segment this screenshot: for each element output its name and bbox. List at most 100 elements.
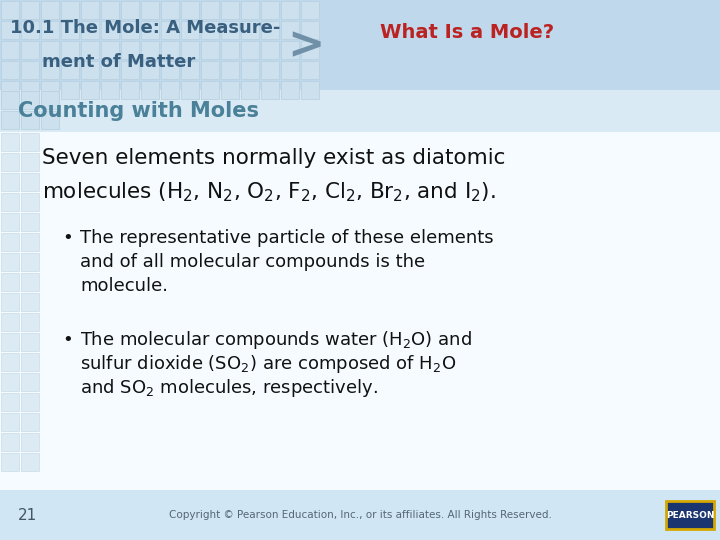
Bar xyxy=(201,41,219,59)
Bar xyxy=(21,293,39,311)
Text: The representative particle of these elements: The representative particle of these ele… xyxy=(80,229,494,247)
Bar xyxy=(21,433,39,451)
Bar xyxy=(181,61,199,79)
Bar xyxy=(21,111,39,129)
Bar xyxy=(301,61,319,79)
Bar xyxy=(261,41,279,59)
Bar xyxy=(0,0,720,90)
Bar xyxy=(1,453,19,471)
Bar xyxy=(221,81,239,99)
Bar xyxy=(61,81,79,99)
Bar xyxy=(21,153,39,171)
Bar xyxy=(1,41,19,59)
Bar xyxy=(261,1,279,19)
Bar xyxy=(21,453,39,471)
Bar xyxy=(21,253,39,271)
Bar xyxy=(41,21,59,39)
Bar xyxy=(161,41,179,59)
Bar xyxy=(81,81,99,99)
Bar xyxy=(61,41,79,59)
Bar xyxy=(241,81,259,99)
Bar xyxy=(1,213,19,231)
Bar xyxy=(81,41,99,59)
Bar xyxy=(21,273,39,291)
Bar xyxy=(241,21,259,39)
Bar xyxy=(1,61,19,79)
Bar xyxy=(0,132,720,490)
Bar xyxy=(81,61,99,79)
Bar xyxy=(1,373,19,391)
Bar xyxy=(101,1,119,19)
Bar xyxy=(21,413,39,431)
Bar xyxy=(201,81,219,99)
Text: and of all molecular compounds is the: and of all molecular compounds is the xyxy=(80,253,425,271)
Bar xyxy=(21,213,39,231)
Bar xyxy=(1,293,19,311)
Text: •: • xyxy=(62,331,73,349)
Bar xyxy=(181,41,199,59)
Bar xyxy=(301,21,319,39)
Bar xyxy=(1,273,19,291)
Bar xyxy=(61,1,79,19)
Bar xyxy=(41,111,59,129)
Text: What Is a Mole?: What Is a Mole? xyxy=(380,23,554,42)
Text: molecules ($\mathdefault{H_2}$, $\mathdefault{N_2}$, $\mathdefault{O_2}$, $\math: molecules ($\mathdefault{H_2}$, $\mathde… xyxy=(42,180,495,204)
Bar xyxy=(181,81,199,99)
Bar xyxy=(181,21,199,39)
Bar xyxy=(141,1,159,19)
Bar xyxy=(241,41,259,59)
Bar xyxy=(221,61,239,79)
Text: and $\mathdefault{SO_2}$ molecules, respectively.: and $\mathdefault{SO_2}$ molecules, resp… xyxy=(80,377,378,399)
Text: sulfur dioxide ($\mathdefault{SO_2}$) are composed of $\mathdefault{H_2}$O: sulfur dioxide ($\mathdefault{SO_2}$) ar… xyxy=(80,353,456,375)
Bar xyxy=(21,61,39,79)
Bar xyxy=(261,21,279,39)
Bar xyxy=(21,313,39,331)
Bar xyxy=(161,61,179,79)
Bar xyxy=(301,41,319,59)
Bar xyxy=(21,393,39,411)
Bar xyxy=(301,81,319,99)
Bar xyxy=(241,61,259,79)
Bar xyxy=(41,81,59,99)
Bar xyxy=(21,41,39,59)
Bar xyxy=(1,233,19,251)
Bar xyxy=(301,1,319,19)
Bar xyxy=(61,21,79,39)
Bar xyxy=(281,21,299,39)
Bar xyxy=(41,1,59,19)
Bar xyxy=(81,21,99,39)
Bar xyxy=(1,333,19,351)
Bar xyxy=(21,193,39,211)
Bar xyxy=(21,1,39,19)
Bar xyxy=(21,353,39,371)
Text: 21: 21 xyxy=(18,508,37,523)
Bar xyxy=(221,41,239,59)
Bar xyxy=(1,413,19,431)
Bar xyxy=(21,373,39,391)
Bar xyxy=(121,41,139,59)
Text: Counting with Moles: Counting with Moles xyxy=(18,101,259,121)
Bar xyxy=(21,91,39,109)
Text: Seven elements normally exist as diatomic: Seven elements normally exist as diatomi… xyxy=(42,148,505,168)
Text: 10.1 The Mole: A Measure-: 10.1 The Mole: A Measure- xyxy=(10,19,280,37)
Text: PEARSON: PEARSON xyxy=(666,510,714,519)
Bar xyxy=(21,21,39,39)
Text: molecule.: molecule. xyxy=(80,277,168,295)
Bar xyxy=(21,173,39,191)
Bar xyxy=(21,233,39,251)
Bar xyxy=(41,41,59,59)
Bar xyxy=(0,490,720,540)
Bar xyxy=(1,153,19,171)
Bar xyxy=(81,1,99,19)
Bar xyxy=(1,393,19,411)
Bar xyxy=(261,61,279,79)
Bar xyxy=(1,253,19,271)
Bar xyxy=(121,21,139,39)
Text: Copyright © Pearson Education, Inc., or its affiliates. All Rights Reserved.: Copyright © Pearson Education, Inc., or … xyxy=(168,510,552,520)
Bar xyxy=(101,61,119,79)
Bar xyxy=(1,353,19,371)
Bar xyxy=(101,81,119,99)
Bar xyxy=(21,81,39,99)
Bar xyxy=(141,81,159,99)
Bar xyxy=(1,433,19,451)
